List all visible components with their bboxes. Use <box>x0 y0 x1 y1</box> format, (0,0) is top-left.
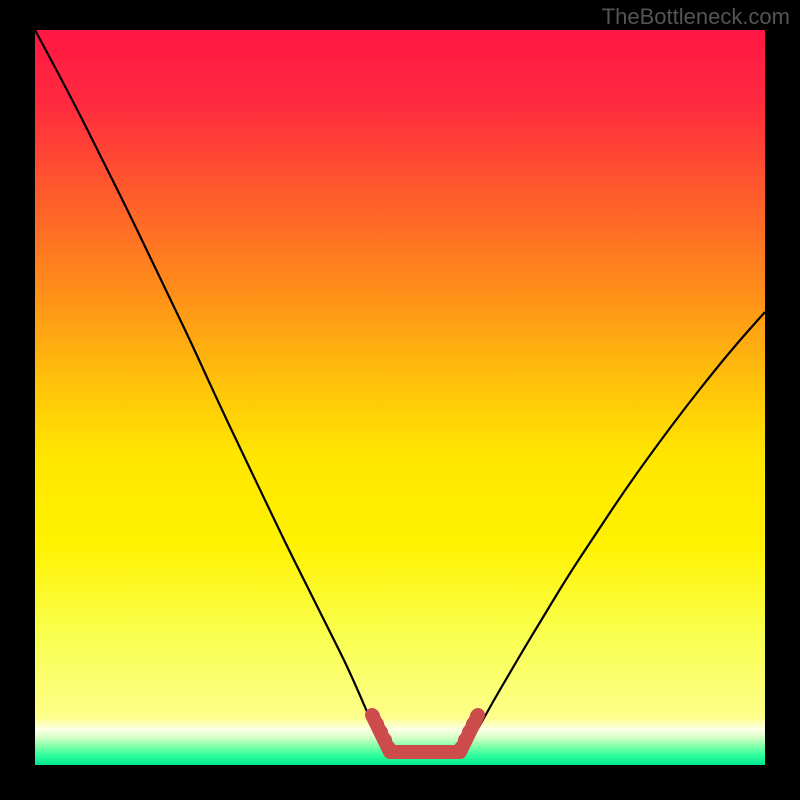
plot-background <box>35 30 765 765</box>
watermark-text: TheBottleneck.com <box>602 4 790 30</box>
chart-container: TheBottleneck.com <box>0 0 800 800</box>
bottleneck-chart <box>0 0 800 800</box>
